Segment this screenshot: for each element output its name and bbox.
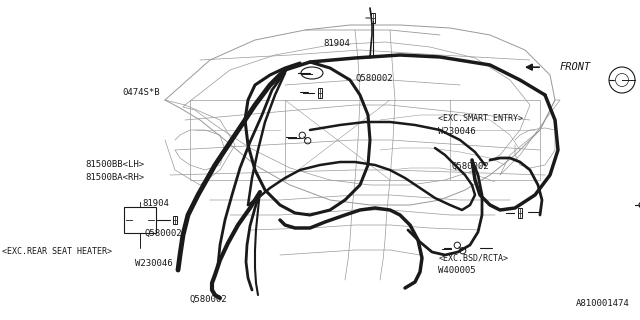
Text: <EXC.BSD/RCTA>: <EXC.BSD/RCTA> [438,253,508,262]
Bar [317,88,323,98]
Text: Q580002: Q580002 [355,74,393,83]
Text: A810001474: A810001474 [576,299,630,308]
Text: <EXC.REAR SEAT HEATER>: <EXC.REAR SEAT HEATER> [2,247,112,256]
Text: 81500BB<LH>: 81500BB<LH> [85,160,144,169]
Text: Q580002: Q580002 [145,229,182,238]
Text: 81904: 81904 [143,199,170,208]
Bar [371,13,376,23]
Bar [518,208,522,218]
Text: W230046: W230046 [135,260,173,268]
Text: W400005: W400005 [438,266,476,275]
Text: <EXC.SMART ENTRY>: <EXC.SMART ENTRY> [438,114,524,123]
Text: 0474S*B: 0474S*B [122,88,159,97]
Text: Q580002: Q580002 [189,295,227,304]
Text: Q580002: Q580002 [451,162,489,171]
Text: 81904: 81904 [323,39,350,48]
Text: 81500BA<RH>: 81500BA<RH> [85,173,144,182]
Bar [124,207,156,233]
Bar [173,216,177,224]
Text: FRONT: FRONT [560,62,591,72]
Text: W230046: W230046 [438,127,476,136]
